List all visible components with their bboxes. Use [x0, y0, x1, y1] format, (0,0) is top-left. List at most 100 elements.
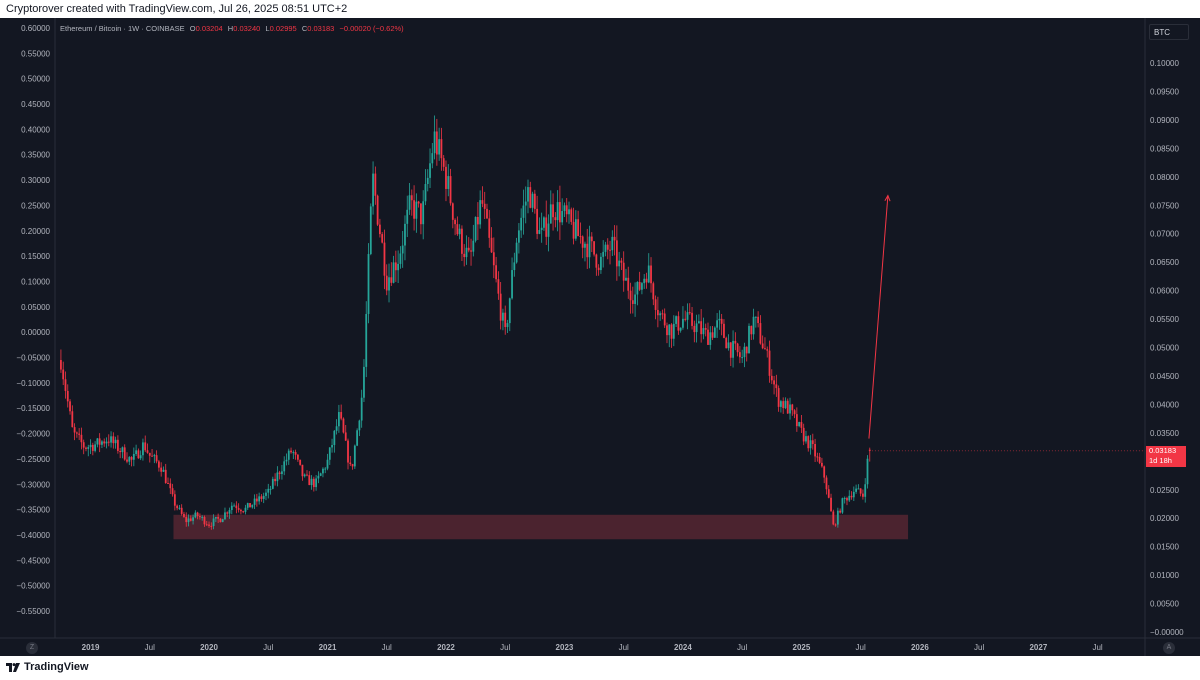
candle-body — [588, 236, 591, 258]
time-axis-tick-label: 2023 — [556, 643, 574, 652]
candle-body — [584, 243, 586, 248]
candle-body — [139, 455, 142, 459]
candle-body — [561, 210, 564, 223]
candle-body — [761, 343, 764, 349]
high-value: 0.03240 — [233, 24, 261, 33]
candle-body — [476, 216, 479, 225]
candle-body — [392, 262, 395, 283]
candle-body — [497, 279, 500, 294]
candle-body — [679, 327, 682, 331]
candle-body — [119, 450, 122, 453]
candle-body — [153, 455, 156, 457]
right-axis-tick-label: 0.07000 — [1150, 230, 1179, 239]
candle-body — [349, 462, 352, 465]
candle-body — [187, 518, 190, 523]
right-axis-tick-label: 0.00500 — [1150, 600, 1179, 609]
symbol-title: Ethereum / Bitcoin · 1W · COINBASE — [60, 24, 185, 33]
last-price-value: 0.03183 — [1149, 446, 1177, 455]
candle-body — [636, 281, 639, 295]
left-axis-tick-label: −0.50000 — [16, 582, 50, 591]
time-axis-tick-label: Jul — [263, 643, 273, 652]
left-axis-tick-label: −0.05000 — [16, 354, 50, 363]
candle-body — [253, 498, 256, 505]
candle-body — [727, 342, 730, 349]
candle-body — [353, 445, 356, 467]
candle-body — [123, 447, 126, 460]
candle-body — [552, 204, 554, 218]
left-axis-tick-label: 0.15000 — [21, 252, 50, 261]
price-chart[interactable]: 0.60000 0.55000 0.50000 0.45000 0.40000 0.350… — [0, 18, 1200, 656]
symbol-legend[interactable]: Ethereum / Bitcoin · 1W · COINBASE O0.03… — [60, 24, 404, 33]
candle-body — [420, 203, 422, 225]
candle-body — [663, 313, 666, 326]
close-value: 0.03183 — [307, 24, 335, 33]
candle-body — [265, 492, 267, 496]
candle-body — [431, 153, 434, 164]
candle-body — [205, 524, 208, 526]
candle-body — [832, 511, 835, 525]
candle-body — [274, 478, 276, 482]
candle-body — [709, 332, 712, 345]
candle-body — [283, 461, 286, 472]
auto-scale-button[interactable]: A — [1163, 642, 1175, 654]
candle-body — [814, 443, 816, 457]
time-axis-tick-label: Jul — [974, 643, 984, 652]
candle-body — [748, 325, 750, 354]
candle-body — [62, 369, 65, 380]
candle-body — [641, 283, 643, 290]
candle-body — [461, 228, 463, 254]
left-axis-tick-label: −0.10000 — [16, 379, 50, 388]
candle-body — [196, 512, 199, 517]
candle-body — [697, 321, 700, 324]
left-axis-tick-label: −0.45000 — [16, 556, 50, 565]
candle-body — [114, 439, 117, 444]
candle-body — [627, 277, 630, 291]
timezone-button[interactable]: Z — [26, 642, 38, 654]
candle-body — [524, 201, 527, 206]
candle-body — [565, 205, 568, 215]
candle-body — [780, 401, 782, 407]
left-axis-tick-label: 0.60000 — [21, 24, 50, 33]
candle-body — [656, 309, 659, 316]
candle-body — [185, 516, 188, 523]
candle-body — [388, 277, 390, 291]
chart-panel[interactable]: 0.60000 0.55000 0.50000 0.45000 0.40000 0.350… — [0, 18, 1200, 656]
candle-body — [538, 230, 541, 234]
candle-body — [303, 474, 306, 477]
candle-body — [121, 447, 124, 453]
candle-body — [786, 400, 789, 414]
candle-body — [752, 316, 755, 335]
right-axis-tick-label: −0.00000 — [1150, 628, 1184, 637]
candle-body — [146, 450, 149, 453]
candle-body — [126, 459, 128, 462]
candle-body — [581, 236, 584, 248]
candle-body — [704, 328, 707, 330]
candle-body — [178, 507, 181, 509]
candle-body — [189, 518, 192, 521]
candle-body — [410, 195, 413, 201]
candle-body — [315, 478, 318, 488]
candle-body — [631, 300, 634, 304]
candle-body — [82, 442, 85, 448]
time-axis-tick-label: Jul — [382, 643, 392, 652]
candle-body — [718, 318, 721, 321]
candle-body — [394, 262, 397, 271]
candle-body — [540, 227, 543, 231]
candle-body — [237, 508, 240, 510]
candle-body — [69, 401, 71, 412]
time-axis-tick-label: 2025 — [793, 643, 811, 652]
candle-body — [310, 478, 313, 486]
candle-body — [132, 454, 135, 460]
candle-body — [451, 203, 454, 220]
candle-body — [597, 267, 600, 271]
candle-body — [809, 440, 812, 449]
candle-body — [116, 439, 119, 451]
candle-body — [811, 440, 814, 444]
candle-body — [415, 201, 418, 219]
currency-button[interactable]: BTC — [1149, 24, 1189, 40]
candle-body — [816, 456, 819, 458]
candle-body — [176, 505, 179, 509]
candle-body — [465, 247, 468, 258]
time-axis-tick-label: 2026 — [911, 643, 929, 652]
candle-body — [201, 516, 204, 518]
